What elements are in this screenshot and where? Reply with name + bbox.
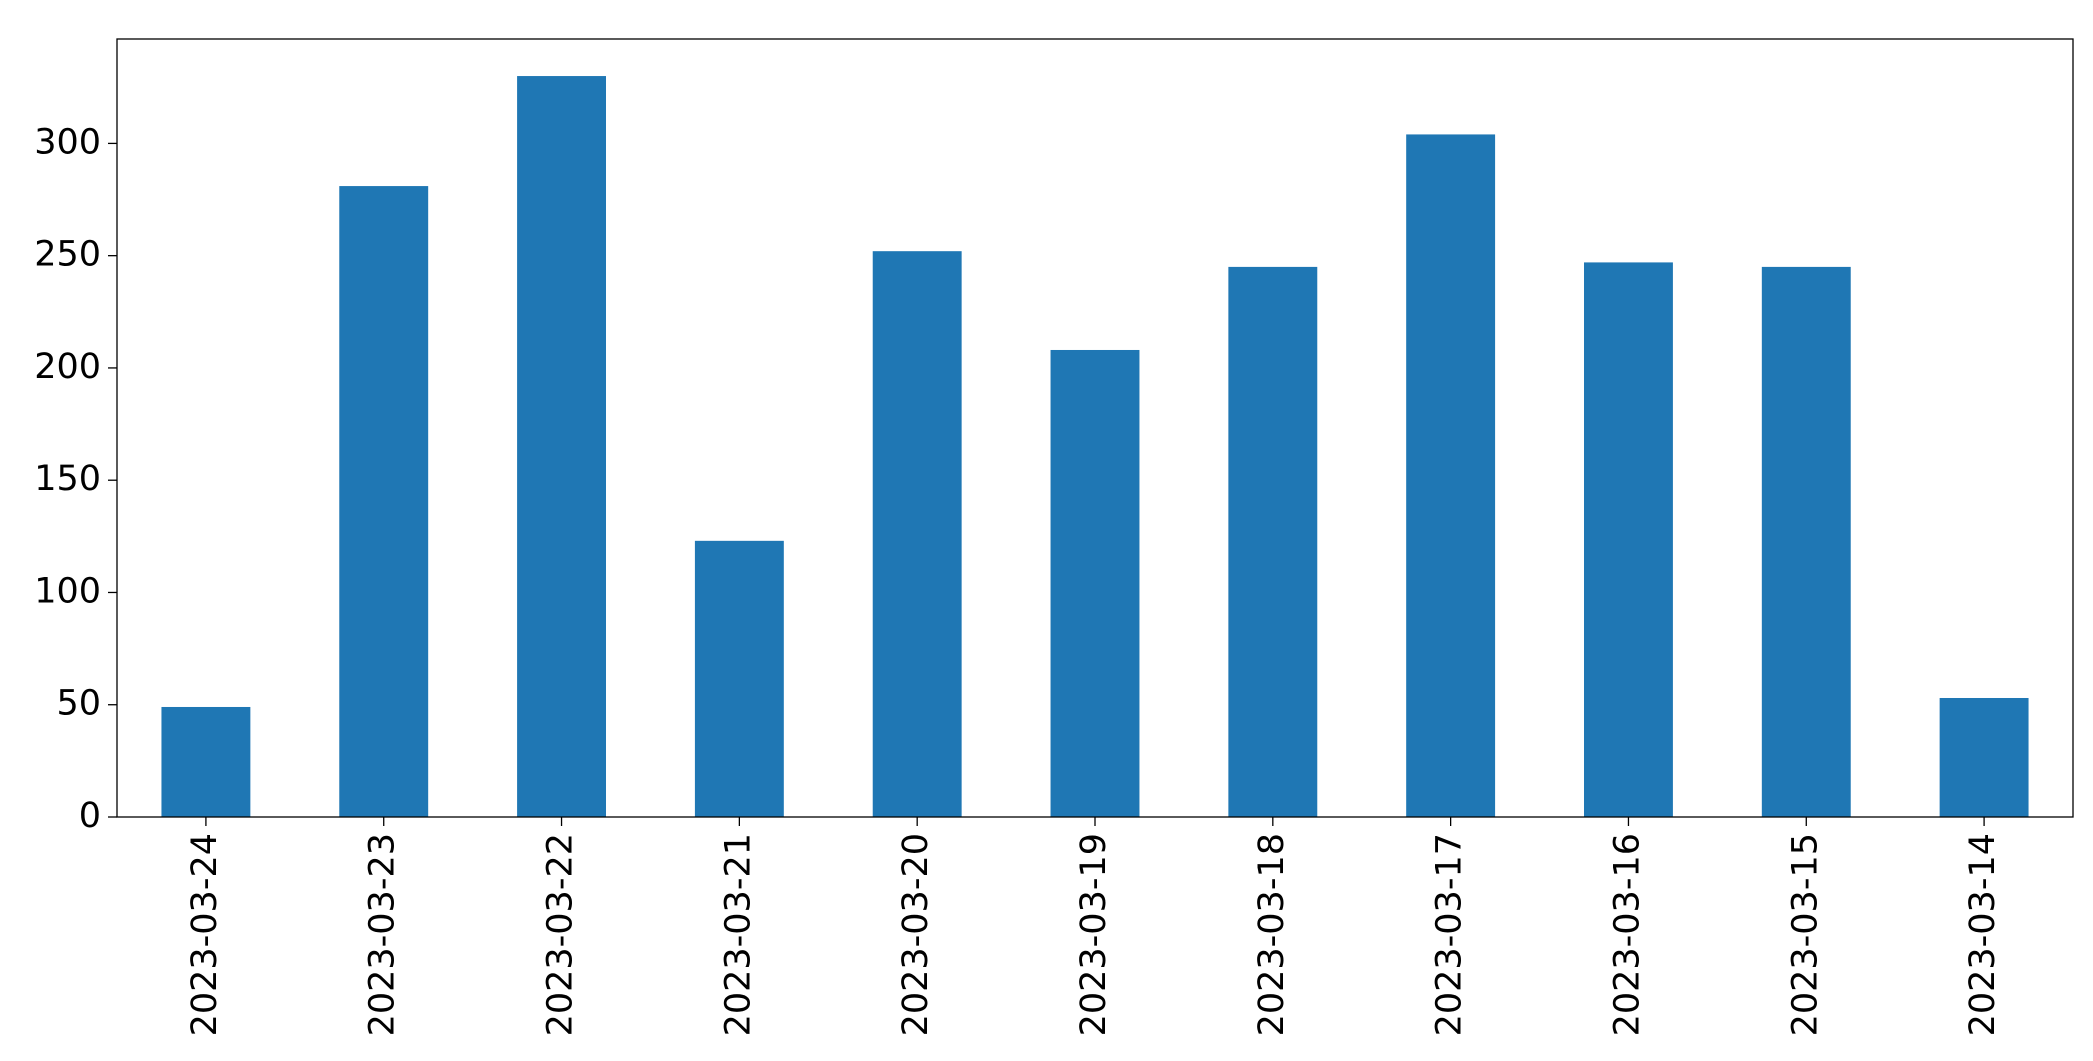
bar	[517, 76, 606, 818]
bar	[161, 706, 251, 817]
bar	[872, 251, 962, 817]
y-tick-label: 100	[34, 571, 101, 611]
y-tick-label: 300	[34, 122, 101, 162]
bar	[1406, 134, 1496, 818]
x-tick-label: 2023-03-22	[541, 833, 581, 1036]
y-tick-label: 50	[56, 684, 101, 724]
x-tick-label: 2023-03-16	[1607, 833, 1647, 1036]
y-tick-label: 150	[34, 459, 101, 499]
y-tick-label: 250	[34, 235, 101, 275]
y-tick-label: 0	[79, 796, 101, 836]
bar	[1228, 266, 1318, 817]
x-tick-label: 2023-03-20	[896, 833, 936, 1036]
y-tick-label: 200	[34, 347, 101, 387]
bar	[1584, 262, 1673, 818]
bar	[339, 186, 429, 818]
x-tick-label: 2023-03-17	[1430, 833, 1470, 1036]
x-tick-label: 2023-03-24	[185, 833, 225, 1036]
bar	[1939, 697, 2029, 817]
x-tick-label: 2023-03-21	[718, 833, 758, 1036]
x-tick-label: 2023-03-14	[1963, 833, 2003, 1036]
bar	[1050, 349, 1140, 817]
bar	[694, 540, 784, 817]
x-tick-label: 2023-03-19	[1074, 833, 1114, 1036]
bar	[1761, 266, 1851, 817]
x-tick-label: 2023-03-23	[363, 833, 403, 1036]
x-tick-label: 2023-03-15	[1785, 833, 1825, 1036]
x-tick-label: 2023-03-18	[1252, 833, 1292, 1036]
axes-frame	[116, 38, 2074, 818]
